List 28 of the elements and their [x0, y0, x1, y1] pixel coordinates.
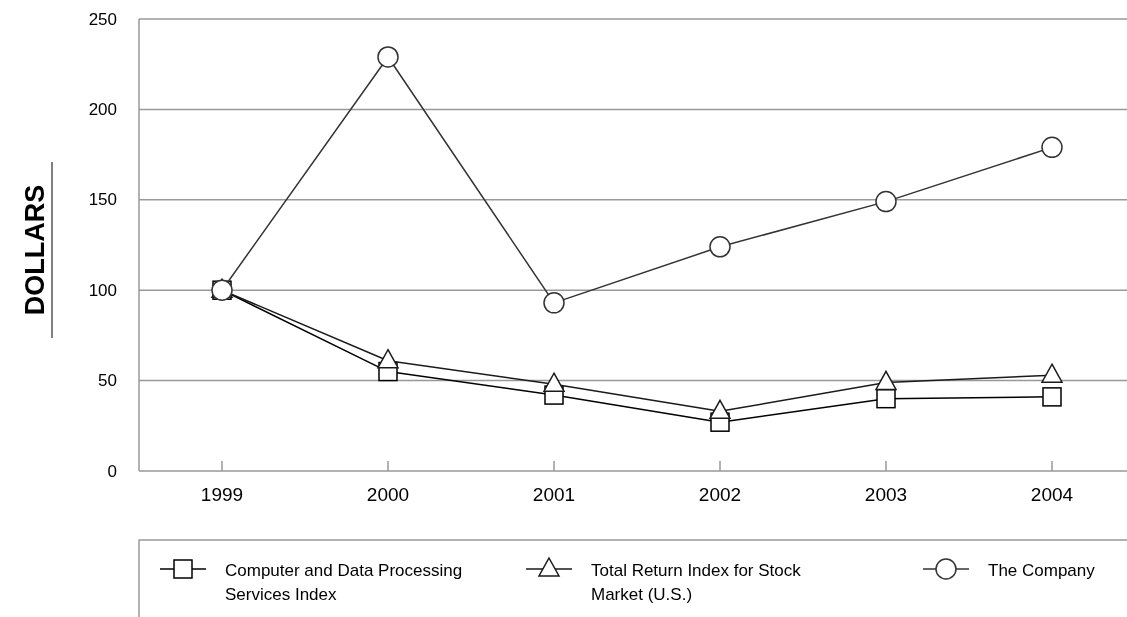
point	[377, 348, 399, 369]
legend-label: Computer and Data Processing Services Index	[225, 561, 463, 604]
x-tick-label: 2001	[532, 484, 576, 505]
legend-label: The Company	[988, 561, 1096, 580]
x-tick-label: 2000	[366, 484, 410, 505]
x-tick-label: 2004	[1030, 484, 1074, 505]
point	[875, 190, 897, 213]
x-tick-label: 2002	[698, 484, 742, 505]
x-tick-label: 2003	[864, 484, 908, 505]
y-tick-label: 250	[88, 9, 117, 29]
point	[709, 399, 731, 420]
y-tick-label: 0	[107, 461, 117, 481]
x-tick-label: 1999	[200, 484, 244, 505]
point	[543, 292, 565, 314]
y-axis-title: DOLLARS	[20, 184, 50, 316]
y-tick-label: 50	[98, 371, 117, 391]
y-tick-label: 100	[88, 280, 117, 300]
point	[377, 46, 399, 68]
y-tick-label: 150	[88, 190, 117, 210]
point	[1041, 136, 1063, 159]
point	[1042, 387, 1062, 407]
legend-label: Total Return Index for Stock Market (U.S.)	[591, 561, 802, 604]
y-tick-label: 200	[88, 99, 117, 119]
point	[543, 372, 565, 392]
point	[1041, 363, 1063, 383]
point	[875, 370, 897, 391]
point	[709, 236, 731, 258]
point	[876, 388, 896, 409]
